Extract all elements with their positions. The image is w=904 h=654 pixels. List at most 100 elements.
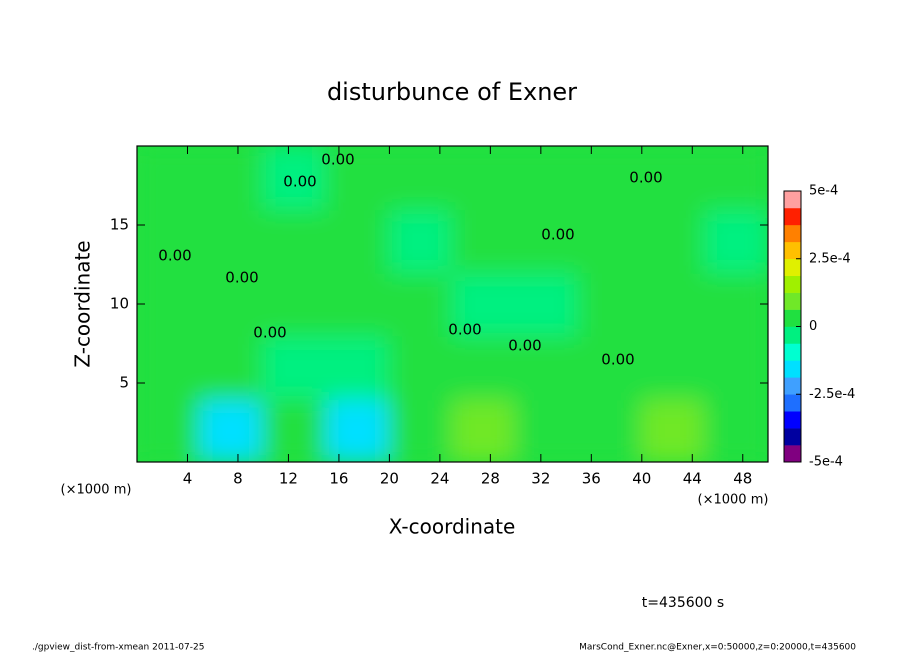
colorbar-tick-label: 2.5e-4 — [809, 251, 851, 266]
field-cell — [137, 208, 202, 274]
x-tick-label: 4 — [183, 470, 193, 488]
contour-label: 0.00 — [629, 169, 662, 187]
x-tick-label: 8 — [233, 470, 243, 488]
colorbar-band — [784, 258, 801, 276]
field-cell — [262, 208, 328, 274]
field-cell — [325, 334, 391, 400]
x-unit: (×1000 m) — [698, 493, 769, 508]
field-cells — [137, 146, 768, 462]
field-cell — [388, 397, 454, 462]
contour-label: 0.00 — [158, 247, 191, 265]
colorbar-band — [784, 394, 801, 412]
field-cell — [388, 146, 454, 211]
field-cell — [577, 208, 643, 274]
field-cell — [388, 208, 454, 274]
field-cell — [703, 271, 768, 337]
field-cell — [325, 146, 391, 211]
colorbar-band — [784, 241, 801, 260]
y-tick-label: 10 — [110, 295, 129, 313]
field-cell — [703, 146, 768, 211]
field-cell — [577, 397, 643, 462]
field-cell — [640, 146, 706, 211]
field-cell — [199, 271, 265, 337]
contour-label: 0.00 — [448, 321, 481, 339]
colorbar-band — [784, 360, 801, 378]
y-unit: (×1000 m) — [61, 483, 132, 498]
field-cell — [640, 397, 706, 462]
field-cell — [137, 271, 202, 337]
field-cell — [199, 334, 265, 400]
colorbar-tick-label: -2.5e-4 — [809, 387, 855, 402]
field-cell — [325, 208, 391, 274]
field-cell — [451, 397, 517, 462]
field-cell — [577, 334, 643, 400]
colorbar-tick-label: 5e-4 — [809, 184, 838, 199]
field-cell — [388, 271, 454, 337]
field-cell — [514, 397, 580, 462]
field — [137, 146, 768, 462]
colorbar-band — [784, 292, 801, 310]
field-cell — [137, 146, 202, 211]
x-tick-label: 36 — [582, 470, 601, 488]
y-tick-label: 15 — [110, 216, 129, 234]
field-cell — [262, 146, 328, 211]
colorbar-tick-label: -5e-4 — [809, 455, 843, 470]
field-cell — [325, 271, 391, 337]
contour-label: 0.00 — [601, 351, 634, 369]
colorbar-band — [784, 343, 801, 361]
field-cell — [262, 397, 328, 462]
colorbar-band — [784, 411, 801, 429]
y-tick-label: 5 — [119, 374, 129, 392]
x-tick-label: 48 — [733, 470, 752, 488]
contour-label: 0.00 — [508, 337, 541, 355]
field-cell — [514, 208, 580, 274]
contour-label: 0.00 — [283, 173, 316, 191]
contour-label: 0.00 — [253, 324, 286, 342]
field-cell — [514, 334, 580, 400]
field-cell — [640, 271, 706, 337]
field-cell — [640, 334, 706, 400]
colorbar-band — [784, 224, 801, 243]
colorbar-band — [784, 191, 801, 209]
x-tick-label: 40 — [632, 470, 651, 488]
x-tick-label: 32 — [531, 470, 550, 488]
x-tick-label: 12 — [279, 470, 298, 488]
time-label: t=435600 s — [642, 595, 724, 611]
y-axis-label: Z-coordinate — [71, 240, 95, 367]
field-cell — [514, 146, 580, 211]
x-tick-label: 28 — [481, 470, 500, 488]
field-cell — [137, 334, 202, 400]
field-cell — [451, 334, 517, 400]
field-cell — [262, 334, 328, 400]
colorbar-band — [784, 309, 801, 327]
field-cell — [137, 397, 202, 462]
colorbar-band — [784, 428, 801, 446]
field-cell — [514, 271, 580, 337]
field-cell — [703, 208, 768, 274]
field-cell — [388, 334, 454, 400]
x-tick-label: 44 — [683, 470, 702, 488]
x-tick-label: 24 — [430, 470, 449, 488]
field-cell — [577, 271, 643, 337]
field-cell — [199, 146, 265, 211]
field-cell — [640, 208, 706, 274]
x-axis-label: X-coordinate — [389, 515, 516, 539]
field-cell — [199, 208, 265, 274]
field-cell — [199, 397, 265, 462]
x-tick-label: 20 — [380, 470, 399, 488]
field-cell — [451, 271, 517, 337]
chart-title: disturbunce of Exner — [327, 78, 577, 106]
footer-right: MarsCond_Exner.nc@Exner,x=0:50000,z=0:20… — [579, 643, 856, 653]
field-cell — [451, 208, 517, 274]
colorbar-tick-label: 0 — [809, 319, 817, 334]
x-tick-label: 16 — [329, 470, 348, 488]
colorbar-band — [784, 207, 801, 226]
colorbar-band — [784, 326, 801, 344]
colorbar-band — [784, 445, 801, 463]
field-cell — [703, 334, 768, 400]
field-cell — [262, 271, 328, 337]
footer-left: ./gpview_dist-from-xmean 2011-07-25 — [32, 643, 204, 653]
colorbar-band — [784, 377, 801, 395]
field-cell — [451, 146, 517, 211]
